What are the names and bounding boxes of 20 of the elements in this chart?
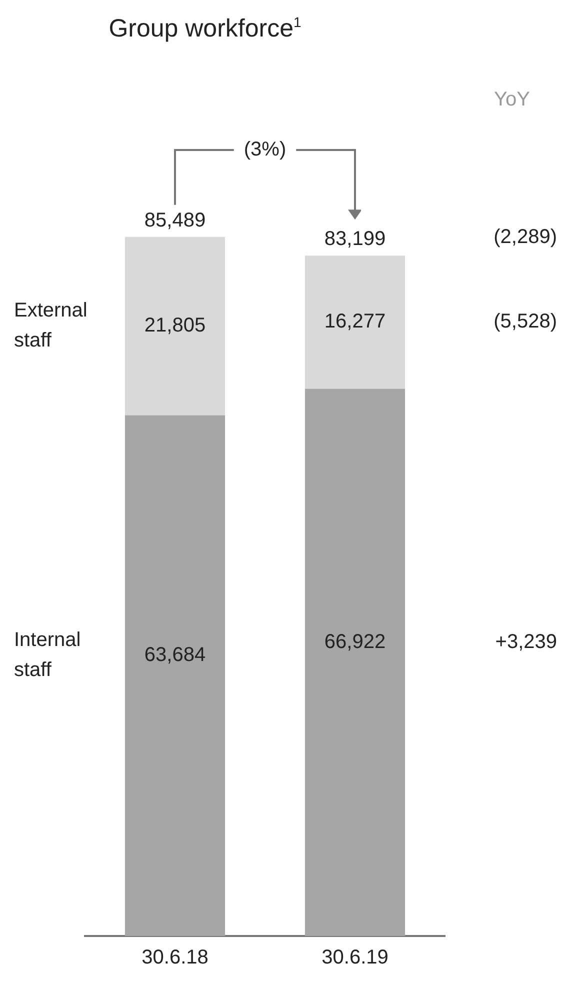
bar: [124, 415, 226, 936]
data-label: 16,277: [324, 310, 386, 333]
bar: [124, 236, 226, 416]
text: +3,239: [495, 630, 557, 653]
series-label: External staff: [14, 300, 88, 352]
x-tick-label: 30.6.19: [322, 946, 388, 969]
data-label: 63,684: [144, 644, 206, 666]
bar: [304, 388, 406, 936]
data-label: 66,922: [324, 630, 386, 653]
chart-title: Group workforce$^{1}$: [108, 14, 302, 44]
total-label: 83,199: [324, 228, 386, 250]
total-label: 85,489: [144, 209, 206, 232]
text: (2,289): [494, 226, 557, 248]
text: (3%): [244, 138, 286, 161]
bar: [304, 256, 406, 389]
data-label: 21,805: [144, 314, 206, 337]
text: (5,528): [494, 310, 557, 333]
text: Internal staff: [14, 629, 81, 682]
text: YoY: [494, 88, 530, 111]
x-tick-label: 30.6.18: [142, 946, 208, 969]
